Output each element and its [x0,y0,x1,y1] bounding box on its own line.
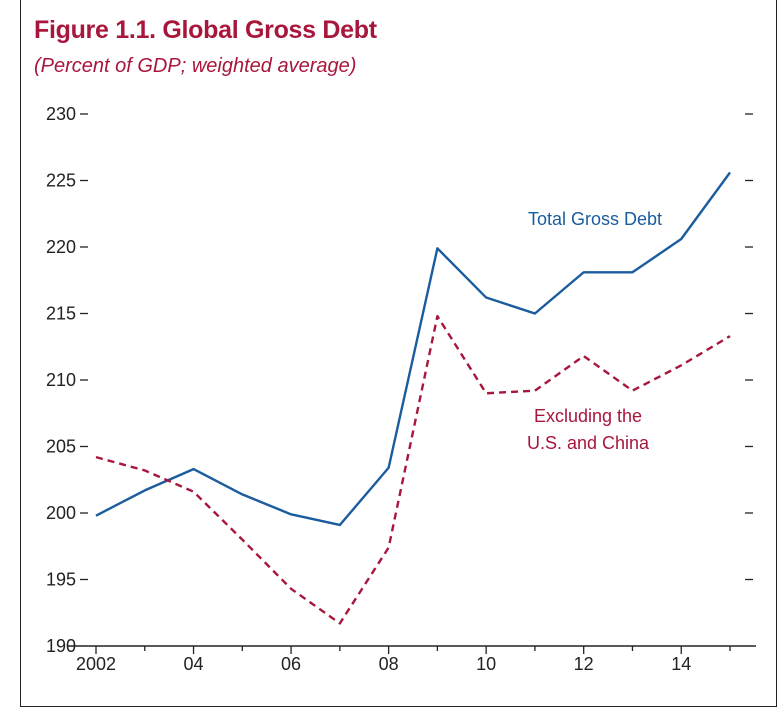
series-label: Excluding the [534,406,642,426]
y-tick-label: 215 [46,304,76,324]
x-tick-label: 12 [574,654,594,674]
x-tick-label: 10 [476,654,496,674]
y-tick-label: 195 [46,570,76,590]
x-tick-label: 04 [184,654,204,674]
y-tick-label: 225 [46,171,76,191]
chart-title: Figure 1.1. Global Gross Debt [34,16,377,44]
x-tick-label: 2002 [76,654,116,674]
series-line-total-gross-debt [95,171,731,527]
x-tick-label: 14 [671,654,691,674]
y-tick-label: 230 [46,104,76,124]
y-tick-label: 190 [46,636,76,656]
axes: 190 195 200 205 210 215 220 225 230 2002 04 06 08 10 1… [46,104,756,674]
series-label: U.S. and China [527,433,650,453]
series-lines [95,171,731,625]
chart-subtitle: (Percent of GDP; weighted average) [34,55,357,77]
y-tick-label: 210 [46,370,76,390]
series-line-excluding-us-china [95,314,731,625]
y-tick-label: 220 [46,237,76,257]
x-tick-label: 06 [281,654,301,674]
y-tick-label: 205 [46,437,76,457]
x-tick-label: 08 [379,654,399,674]
series-label: Total Gross Debt [528,209,662,229]
series-labels: Total Gross Debt Excluding the U.S. and Ch… [527,209,662,453]
figure-frame [20,0,777,707]
y-tick-label: 200 [46,503,76,523]
